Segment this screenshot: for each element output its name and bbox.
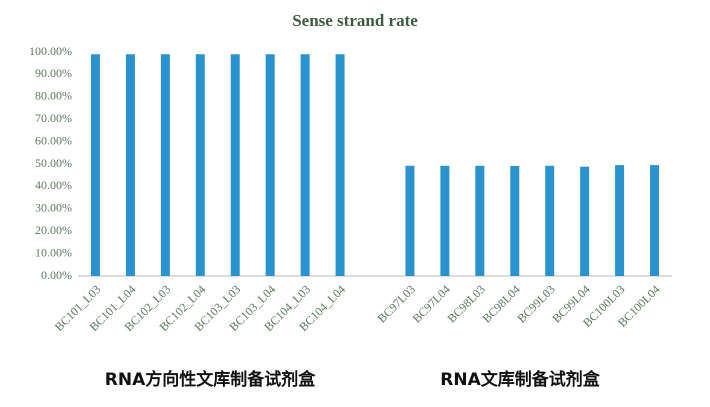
chart-title: Sense strand rate	[292, 11, 418, 30]
y-tick-label: 0.00%	[41, 268, 72, 282]
y-tick-label: 30.00%	[35, 201, 72, 215]
y-tick-label: 60.00%	[35, 133, 72, 147]
bar	[265, 54, 275, 276]
bar	[650, 165, 660, 276]
bar	[300, 54, 310, 276]
bar	[230, 54, 240, 276]
bar	[160, 54, 170, 276]
bar	[90, 54, 100, 276]
y-tick-label: 90.00%	[35, 66, 72, 80]
bar	[440, 165, 450, 276]
bar	[335, 54, 345, 276]
y-tick-label: 80.00%	[35, 89, 72, 103]
bar	[405, 165, 415, 276]
bar	[475, 165, 485, 276]
bar	[615, 165, 625, 276]
y-tick-label: 20.00%	[35, 223, 72, 237]
bar	[195, 54, 205, 276]
y-tick-label: 70.00%	[35, 111, 72, 125]
x-tick-label: BC97L04	[410, 282, 453, 325]
x-tick-label: BC98L04	[479, 282, 522, 325]
bar	[545, 165, 555, 276]
x-tick-label: BC98L03	[445, 282, 488, 325]
y-tick-label: 100.00%	[29, 44, 72, 58]
y-tick-label: 40.00%	[35, 178, 72, 192]
y-tick-label: 10.00%	[35, 245, 72, 259]
y-tick-label: 50.00%	[35, 156, 72, 170]
x-tick-label: BC99L03	[514, 282, 557, 325]
group-label: RNA方向性文库制备试剂盒	[105, 369, 316, 390]
bar	[125, 54, 135, 276]
x-tick-label: BC97L03	[375, 282, 418, 325]
bar	[510, 166, 520, 276]
bar	[580, 166, 590, 276]
group-label: RNA文库制备试剂盒	[440, 369, 600, 390]
